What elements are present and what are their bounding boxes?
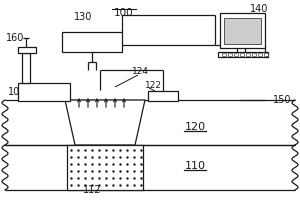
Text: 120: 120 xyxy=(184,122,206,132)
Bar xyxy=(234,53,238,56)
Bar xyxy=(6,101,293,144)
Bar xyxy=(246,53,250,56)
Text: 10: 10 xyxy=(8,87,20,97)
Polygon shape xyxy=(2,100,298,145)
Bar xyxy=(264,53,268,56)
Bar xyxy=(18,47,36,53)
Bar xyxy=(67,145,143,190)
Bar xyxy=(6,146,293,189)
Bar xyxy=(228,53,232,56)
Polygon shape xyxy=(65,100,145,145)
Text: 124: 124 xyxy=(131,68,148,76)
Text: 100: 100 xyxy=(114,8,134,18)
Bar xyxy=(252,53,256,56)
Bar xyxy=(240,53,244,56)
Bar xyxy=(22,53,30,83)
Bar xyxy=(18,83,70,101)
Polygon shape xyxy=(2,145,298,190)
Text: 112: 112 xyxy=(83,185,101,195)
Bar xyxy=(148,91,178,101)
Bar xyxy=(62,32,122,52)
Bar xyxy=(258,53,262,56)
Text: 122: 122 xyxy=(145,80,161,90)
Bar xyxy=(218,52,268,57)
Text: 140: 140 xyxy=(250,4,268,14)
Bar xyxy=(222,53,226,56)
Text: 110: 110 xyxy=(184,161,206,171)
Bar xyxy=(224,18,261,44)
Text: 150: 150 xyxy=(273,95,292,105)
Text: 130: 130 xyxy=(74,12,92,22)
Text: 160: 160 xyxy=(6,33,24,43)
Bar xyxy=(220,13,265,48)
